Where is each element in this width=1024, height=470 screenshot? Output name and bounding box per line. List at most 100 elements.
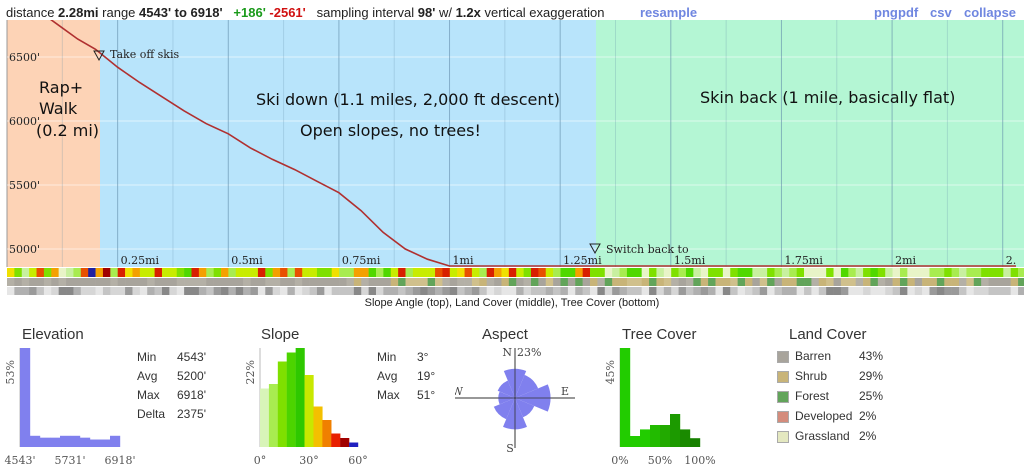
land-cover-cell (309, 278, 318, 286)
tree-cover-cell (612, 287, 620, 295)
aspect-direction-label: S (506, 442, 514, 453)
slope-cell (722, 268, 731, 277)
land-cover-cell (678, 278, 687, 286)
rap-zone (7, 20, 100, 267)
hist-x-label: 50% (648, 454, 672, 467)
tree-cover-cell (545, 287, 554, 295)
land-cover-cell (685, 278, 694, 286)
hist-x-label: 4543' (4, 454, 35, 467)
tree-cover-cell (316, 287, 325, 295)
land-cover-cell (826, 278, 834, 286)
land-cover-cell (243, 278, 251, 286)
stat-row: Max 6918' (137, 386, 227, 405)
hist-x-label: 5731' (54, 454, 85, 467)
land-cover-cell (58, 278, 67, 286)
slope-cell (885, 268, 893, 277)
hist-bar (277, 361, 287, 447)
slope-cell (331, 268, 340, 277)
pdf-link[interactable]: pdf (898, 5, 919, 20)
land-cover-cell (804, 278, 812, 286)
slope-cell (508, 268, 517, 277)
slope-cell (626, 268, 635, 277)
slope-cell (7, 268, 15, 277)
land-cover-cell (516, 278, 524, 286)
rap-label-line1: Rap+ (39, 78, 84, 97)
csv-link[interactable]: csv (930, 5, 952, 20)
slope-cell (494, 268, 502, 277)
slope-cell (951, 268, 960, 277)
elevation-gain: +186' (233, 5, 266, 20)
land-cover-name: Developed (795, 409, 853, 423)
tree-cover-cell (73, 287, 82, 295)
hist-bar (304, 375, 314, 447)
tree-cover-cell (1018, 287, 1024, 295)
tree-cover-cell (294, 287, 303, 295)
land-cover-cell (745, 278, 753, 286)
land-cover-cell (508, 278, 517, 286)
png-link[interactable]: png (874, 5, 898, 20)
stat-value: 4543' (177, 350, 206, 364)
land-cover-cell (479, 278, 487, 286)
tree-cover-cell (280, 287, 288, 295)
slope-cell (161, 268, 170, 277)
land-cover-cell (110, 278, 118, 286)
land-cover-cell (922, 278, 930, 286)
x-tick-label: 0.25mi (121, 254, 160, 267)
hist-bar (670, 414, 681, 447)
tree-cover-cell (995, 287, 1004, 295)
strip-caption: Slope Angle (top), Land Cover (middle), … (364, 297, 660, 309)
land-cover-cell (235, 278, 244, 286)
land-cover-cell (176, 278, 185, 286)
hist-bar (60, 435, 71, 447)
slope-cell (449, 268, 458, 277)
slope-title: Slope (261, 326, 300, 343)
hist-max-label: 22% (244, 360, 257, 384)
land-cover-cell (457, 278, 465, 286)
tree-cover-cell (479, 287, 487, 295)
land-cover-cell (560, 278, 569, 286)
resample-link[interactable]: resample (640, 5, 698, 20)
collapse-link[interactable]: collapse (964, 5, 1017, 20)
slope-cell (169, 268, 178, 277)
tree-cover-cell (398, 287, 406, 295)
slope-cell (634, 268, 642, 277)
tree-cover-cell (892, 287, 901, 295)
hist-bar (50, 437, 61, 447)
aspect-title: Aspect (482, 326, 528, 343)
slope-cell (280, 268, 288, 277)
land-cover-cell (294, 278, 303, 286)
land-cover-cell (184, 278, 192, 286)
tree-cover-cell (715, 287, 724, 295)
hist-x-label: 30° (299, 454, 319, 467)
hist-bar (268, 384, 279, 447)
land-cover-cell (228, 278, 237, 286)
land-cover-swatch (777, 431, 789, 443)
slope-cell (899, 268, 908, 277)
land-cover-cell (21, 278, 30, 286)
slope-cell (228, 268, 237, 277)
tree-cover-cell (376, 287, 384, 295)
stat-value: 19° (417, 369, 436, 383)
tree-cover-cell (759, 287, 768, 295)
slope-cell (420, 268, 428, 277)
land-cover-cell (693, 278, 702, 286)
slope-cell (855, 268, 864, 277)
land-cover-cell (339, 278, 347, 286)
land-cover-cell (626, 278, 635, 286)
slope-cell (398, 268, 406, 277)
land-cover-cell (501, 278, 510, 286)
land-cover-cell (191, 278, 200, 286)
tree-cover-cell (826, 287, 834, 295)
land-cover-cell (132, 278, 141, 286)
slope-cell (176, 268, 185, 277)
tree-cover-cell (1003, 287, 1011, 295)
elevation-title: Elevation (22, 326, 84, 343)
aspect-direction-label: N (502, 346, 512, 359)
land-cover-cell (612, 278, 620, 286)
land-cover-item: Shrub 29% (777, 369, 897, 385)
slope-cell (922, 268, 930, 277)
range-value: 4543' to 6918' (139, 5, 223, 20)
slope-cell (619, 268, 628, 277)
tree-cover-cell (604, 287, 613, 295)
slope-cell (656, 268, 665, 277)
